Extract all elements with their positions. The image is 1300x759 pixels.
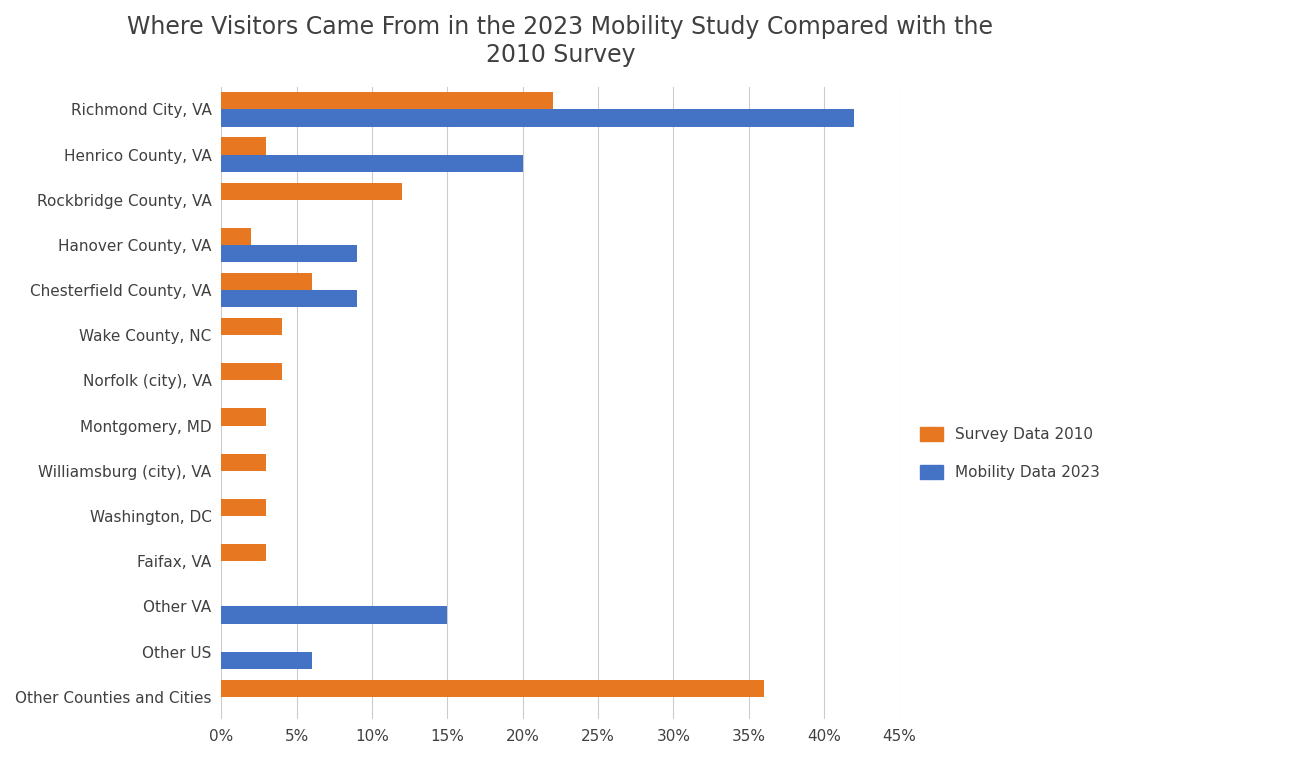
Bar (221, 93, 552, 109)
Bar (221, 290, 358, 307)
Bar (221, 183, 402, 200)
Bar (221, 364, 282, 380)
Bar (221, 544, 266, 561)
Bar (221, 228, 251, 245)
Bar (221, 606, 447, 623)
Bar (221, 679, 764, 697)
Bar (221, 137, 266, 155)
Legend: Survey Data 2010, Mobility Data 2023: Survey Data 2010, Mobility Data 2023 (914, 421, 1106, 487)
Bar (221, 318, 282, 335)
Bar (221, 651, 312, 669)
Bar (221, 408, 266, 426)
Bar (221, 499, 266, 516)
Title: Where Visitors Came From in the 2023 Mobility Study Compared with the
2010 Surve: Where Visitors Came From in the 2023 Mob… (127, 15, 993, 67)
Bar (221, 454, 266, 471)
Bar (221, 109, 854, 127)
Bar (221, 273, 312, 290)
Bar (221, 155, 523, 172)
Bar (221, 245, 358, 262)
